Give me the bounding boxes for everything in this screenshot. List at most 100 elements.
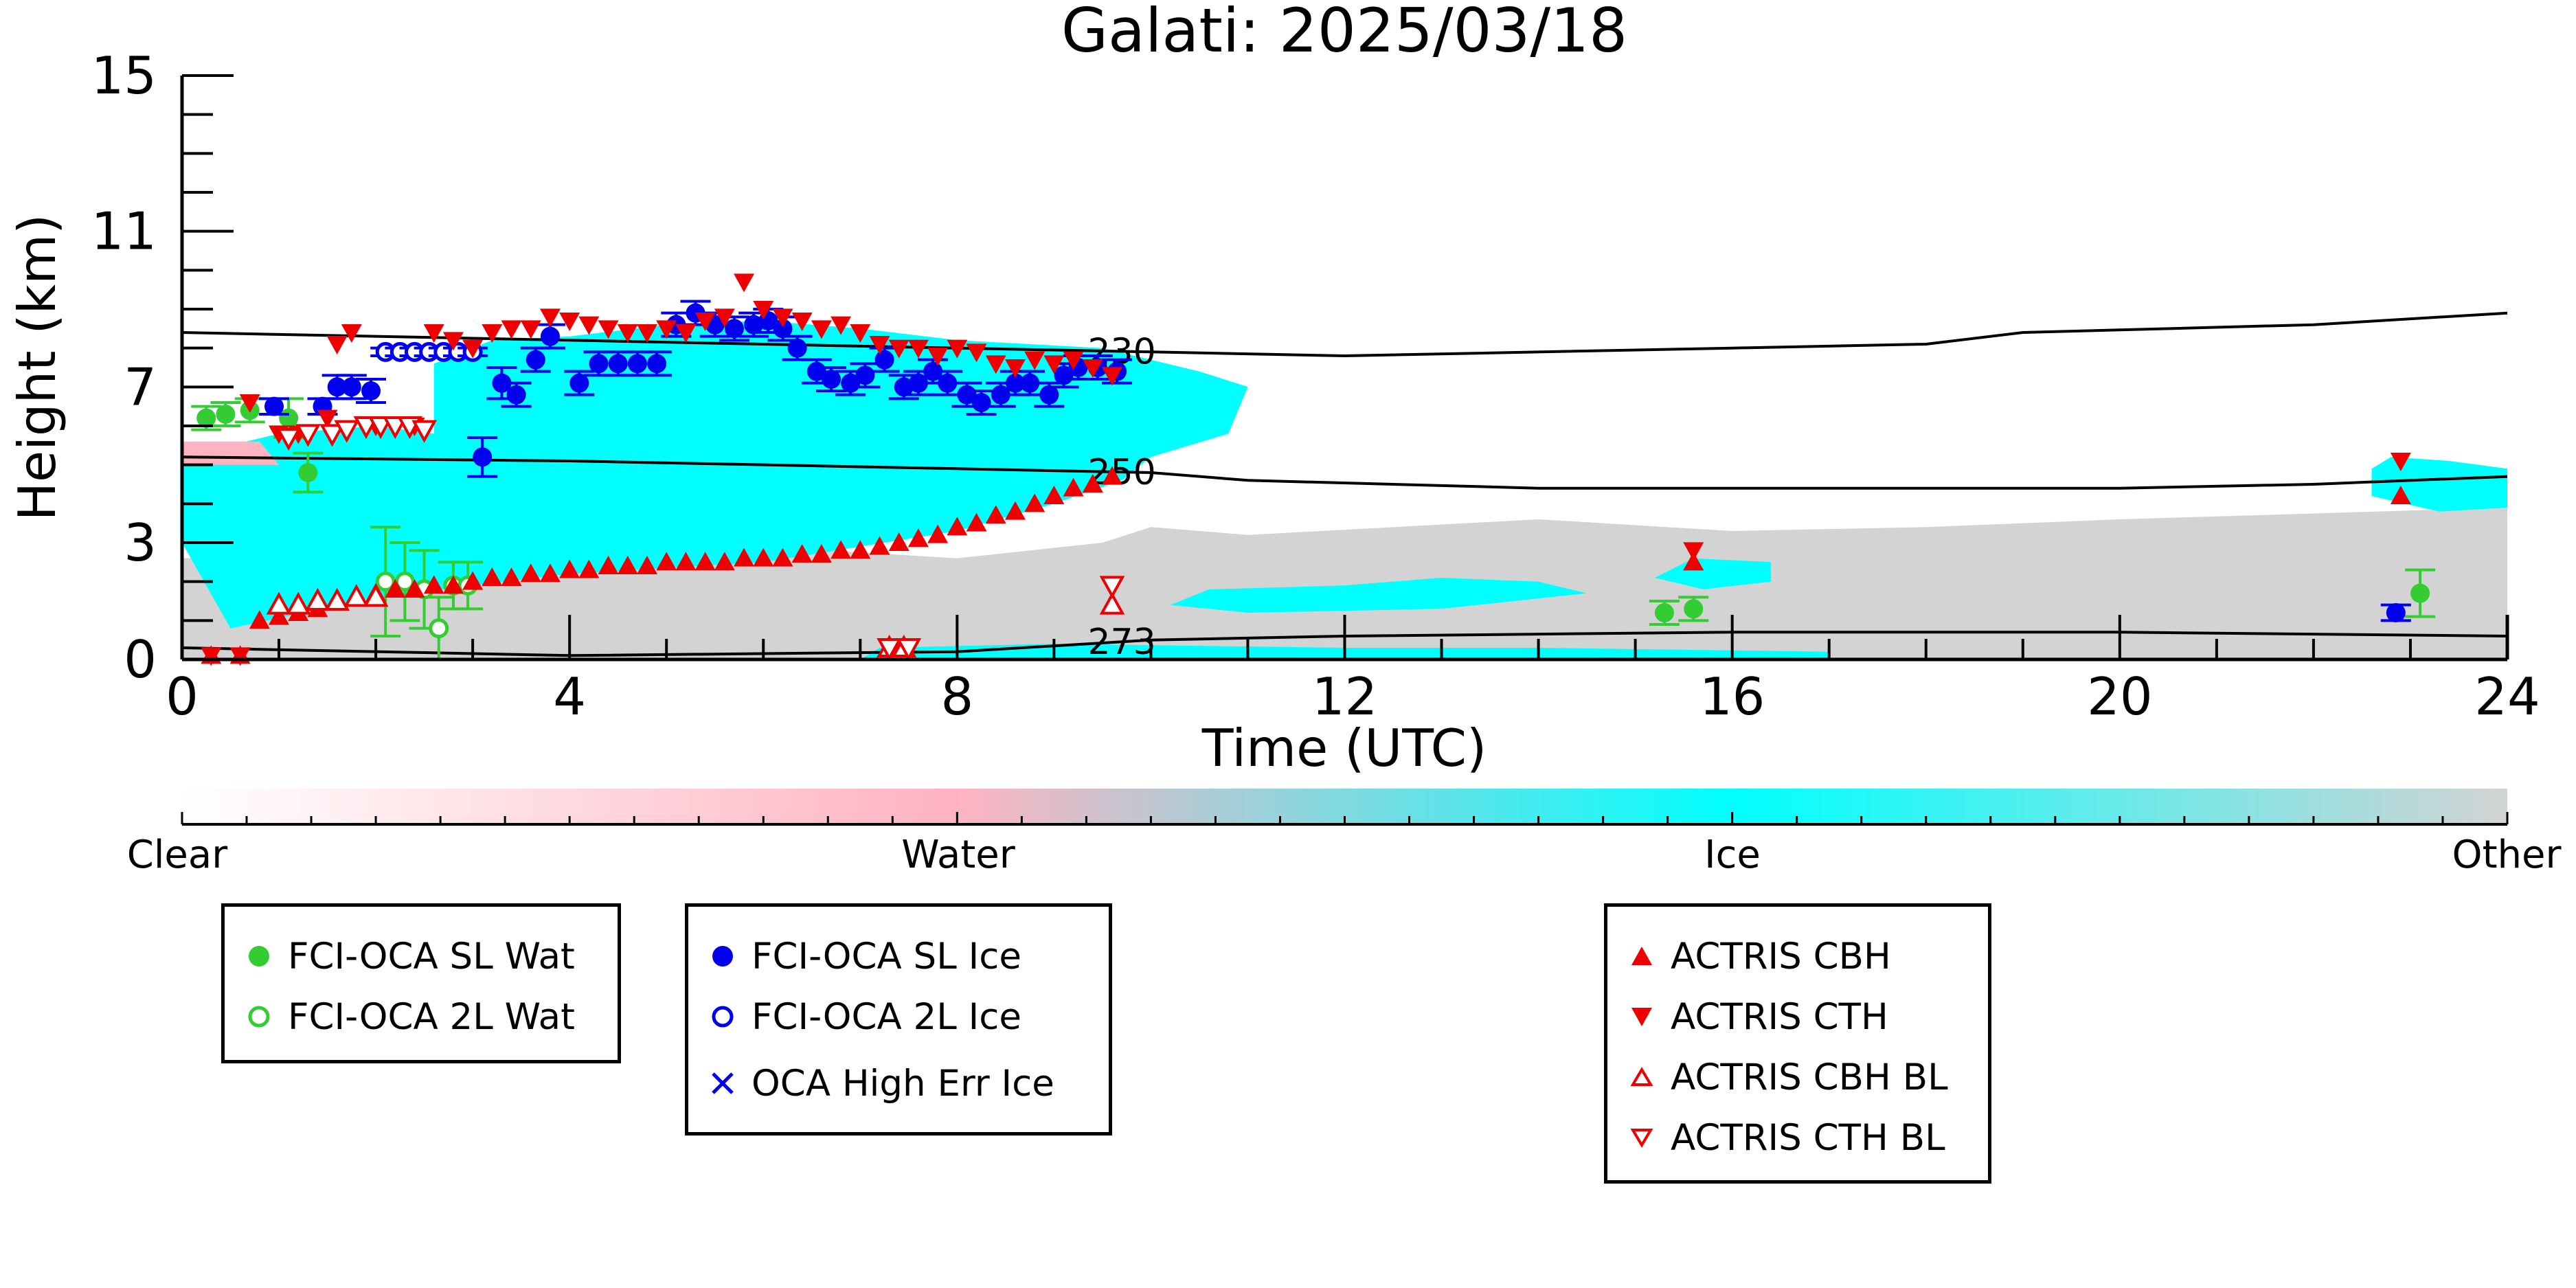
y-tick-label: 0 [124, 629, 157, 690]
actris-cbh-point-15 [501, 567, 522, 586]
actris-cbh-point-42 [1024, 493, 1046, 512]
actris-cth-point-5 [317, 409, 338, 429]
actris-cth-bl-point-11 [1099, 576, 1125, 599]
fci-oca-2l-wat-point-0 [375, 572, 396, 592]
actris-cth-point-26 [714, 308, 735, 328]
actris-cbh-point-13 [462, 571, 484, 590]
legend-item-2l-ice: FCI-OCA 2L Ice [709, 996, 1021, 1038]
fci-oca-sl-ice-point-4 [361, 381, 381, 400]
fci-oca-sl-ice-point-28 [894, 377, 914, 397]
legend-label: ACTRIS CTH BL [1671, 1116, 1945, 1159]
fci-oca-sl-ice-point-8 [526, 350, 545, 370]
actris-cth-point-1 [229, 647, 251, 666]
actris-cbh-point-47 [1683, 552, 1704, 571]
isotherm-line-273 [182, 631, 2507, 657]
fci-oca-sl-ice-point-33 [971, 393, 991, 412]
cloud-region-other-0 [182, 508, 2507, 659]
retrieval-markers-layer [191, 273, 2436, 666]
actris-cbh-point-34 [869, 536, 890, 555]
legend-label: FCI-OCA SL Ice [752, 935, 1021, 978]
actris-cth-point-27 [734, 273, 755, 293]
fci-oca-sl-wat-point-6 [1684, 599, 1704, 619]
open-triangle-down-icon [1630, 1129, 1653, 1148]
actris-cth-point-0 [201, 647, 222, 666]
fci-oca-sl-wat-point-5 [1654, 603, 1674, 622]
x-tick-label: 20 [2087, 666, 2152, 727]
fci-oca-sl-ice-point-31 [938, 373, 958, 393]
actris-cbh-point-3 [269, 606, 290, 625]
actris-cth-point-31 [811, 320, 832, 339]
actris-cth-point-6 [326, 336, 348, 354]
actris-cbh-point-18 [559, 559, 580, 578]
actris-cbh-bl-point-2 [305, 587, 330, 611]
actris-cth-point-33 [850, 324, 871, 343]
actris-cth-point-29 [772, 308, 793, 328]
actris-cth-point-19 [578, 316, 600, 335]
actris-cbh-point-26 [714, 552, 735, 571]
fci-oca-sl-ice-point-42 [2386, 603, 2406, 622]
actris-cth-point-35 [888, 339, 909, 359]
actris-cth-point-34 [869, 336, 890, 354]
y-tick-label: 11 [91, 201, 157, 262]
actris-cbh-point-31 [811, 544, 832, 563]
fci-oca-sl-ice-point-11 [589, 354, 609, 374]
actris-cbh-point-29 [772, 547, 793, 567]
actris-cth-bl-point-8 [411, 420, 438, 443]
legend-label: ACTRIS CBH [1671, 935, 1891, 978]
actris-cbh-point-28 [753, 547, 774, 567]
actris-cbh-point-37 [927, 524, 949, 543]
actris-cth-point-24 [675, 324, 697, 343]
y-tick-label: 15 [91, 45, 157, 106]
actris-cth-point-46 [1102, 367, 1122, 386]
legend-label: FCI-OCA 2L Wat [288, 995, 575, 1038]
fci-oca-sl-ice-point-5 [473, 447, 493, 467]
actris-cbh-point-12 [442, 575, 464, 594]
actris-cbh-point-23 [656, 552, 677, 571]
colorbar-label-other: Other [2452, 833, 2562, 877]
x-ticks: 0 4 8 12 16 20 24 [166, 615, 2540, 727]
actris-cbh-point-25 [694, 552, 716, 571]
fci-oca-sl-ice-point-26 [855, 365, 875, 385]
legend-actris: ACTRIS CBH ACTRIS CTH ACTRIS CBH BL ACTR… [1604, 903, 1991, 1184]
x-tick-label: 4 [553, 666, 586, 727]
fci-oca-sl-ice-point-9 [540, 326, 560, 346]
isotherm-line-250 [182, 455, 2507, 490]
triangle-up-icon [1631, 947, 1652, 965]
actris-cth-point-17 [539, 308, 561, 328]
actris-cth-bl-point-9 [877, 638, 902, 662]
actris-cbh-point-46 [1102, 466, 1122, 485]
chart-title: Galati: 2025/03/18 [1061, 0, 1627, 66]
fci-oca-sl-ice-point-12 [608, 354, 628, 374]
actris-cbh-bl-point-3 [324, 587, 350, 611]
actris-cth-point-18 [559, 313, 580, 331]
legend-ice: FCI-OCA SL Ice FCI-OCA 2L Ice OCA High E… [685, 903, 1112, 1136]
legend-item-cth-bl: ACTRIS CTH BL [1628, 1116, 1945, 1159]
actris-cth-point-47 [1683, 542, 1704, 561]
actris-cbh-point-30 [791, 544, 813, 563]
legend-item-cbh-bl: ACTRIS CBH BL [1628, 1057, 1948, 1098]
isotherm-line-230 [182, 311, 2507, 358]
fci-oca-sl-ice-point-10 [569, 373, 589, 393]
actris-cth-point-38 [947, 339, 968, 359]
actris-cth-point-2 [239, 394, 260, 413]
legend-label: ACTRIS CTH [1671, 995, 1888, 1038]
x-axis-label: Time (UTC) [1201, 718, 1487, 778]
isotherm-label-273: 273 [1087, 622, 1155, 663]
fci-oca-sl-ice-point-27 [874, 350, 894, 370]
actris-cth-point-12 [442, 332, 464, 351]
actris-cth-point-21 [617, 324, 638, 343]
legend-item-2l-wat: FCI-OCA 2L Wat [245, 995, 575, 1038]
actris-cbh-point-17 [539, 563, 561, 583]
fci-oca-sl-wat-point-7 [2410, 583, 2430, 603]
x-tick-label: 12 [1312, 666, 1377, 727]
x-tick-label: 24 [2474, 666, 2540, 727]
actris-cbh-bl-point-8 [1099, 591, 1125, 615]
legend-water: FCI-OCA SL Wat FCI-OCA 2L Wat [221, 903, 621, 1063]
legend-item-cth: ACTRIS CTH [1628, 995, 1888, 1038]
fci-oca-sl-ice-point-19 [744, 315, 764, 335]
fci-oca-sl-ice-point-2 [327, 377, 347, 397]
actris-cbh-point-24 [675, 552, 697, 571]
fci-oca-sl-ice-point-36 [1020, 373, 1040, 393]
